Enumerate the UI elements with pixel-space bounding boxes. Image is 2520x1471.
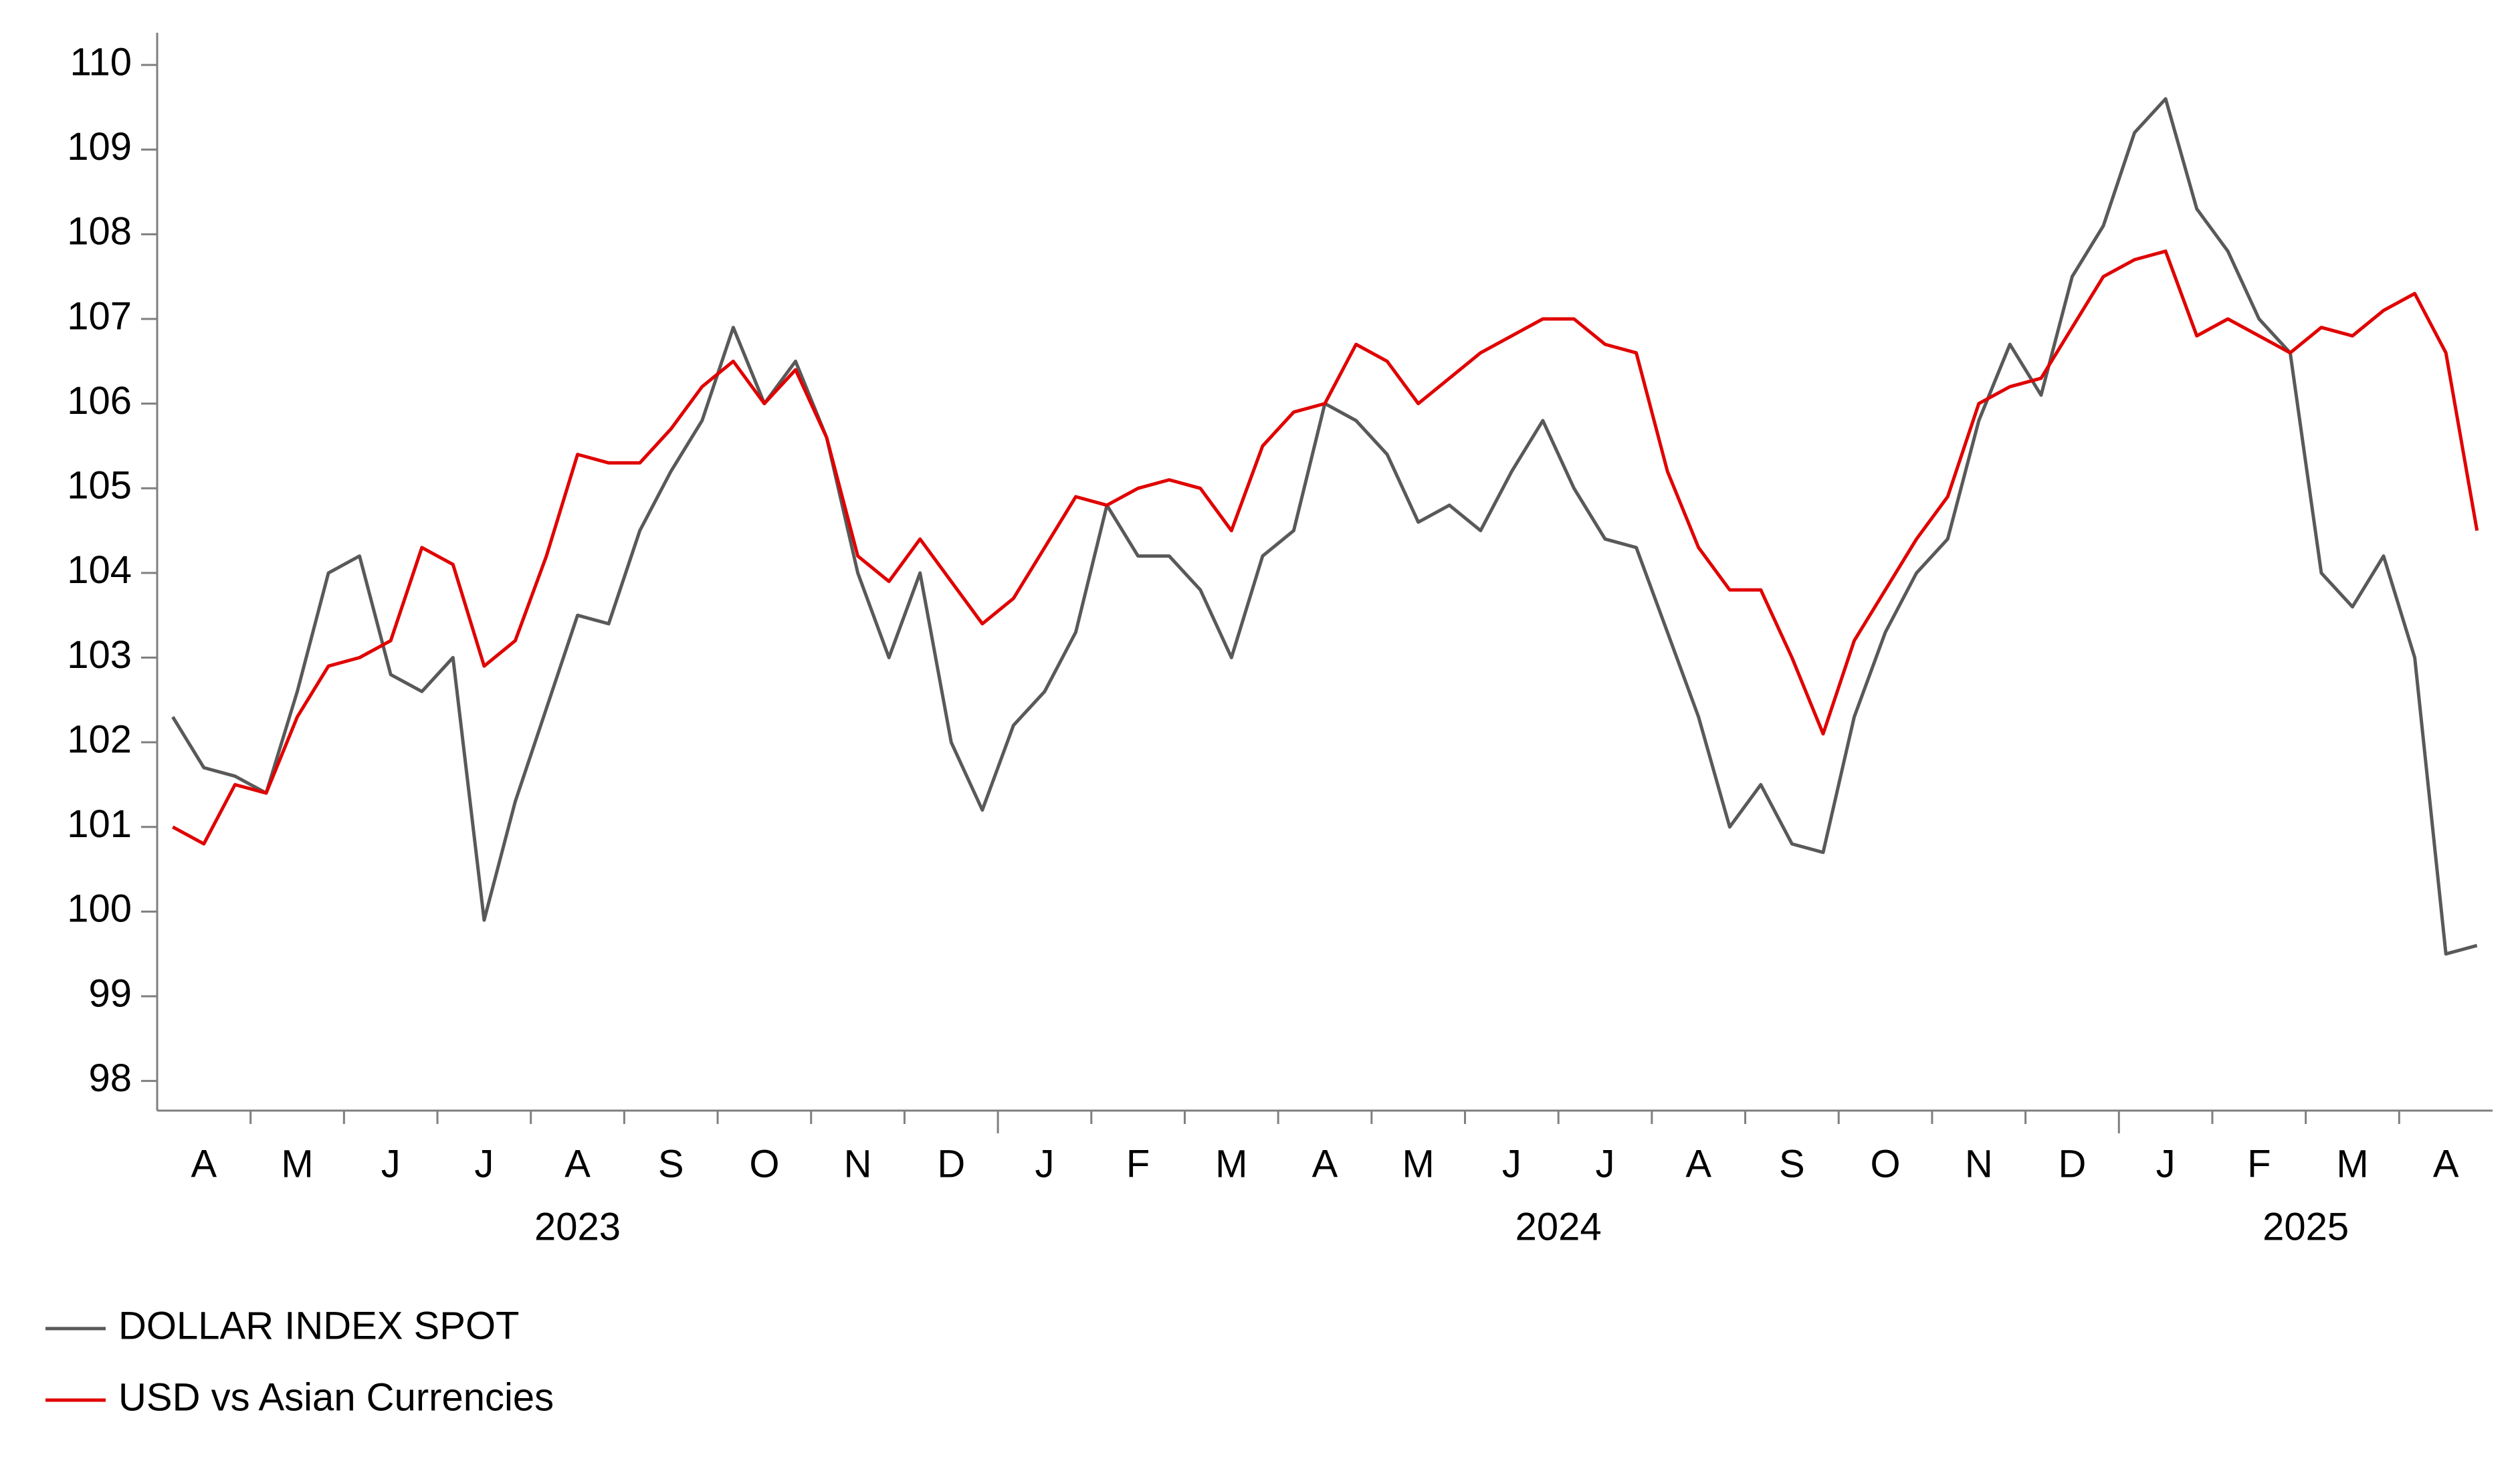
legend-label: USD vs Asian Currencies xyxy=(118,1375,554,1419)
x-tick-label: J xyxy=(2156,1142,2176,1185)
x-tick-label: A xyxy=(2433,1142,2459,1185)
y-tick-label: 106 xyxy=(67,379,132,423)
y-tick-label: 109 xyxy=(67,125,132,168)
year-label: 2023 xyxy=(534,1205,621,1248)
x-tick-label: J xyxy=(1035,1142,1054,1185)
y-tick-label: 103 xyxy=(67,633,132,677)
x-tick-label: M xyxy=(281,1142,313,1185)
y-tick-label: 105 xyxy=(67,464,132,507)
series-line xyxy=(172,249,2479,846)
x-tick-label: A xyxy=(1685,1142,1711,1185)
x-tick-label: O xyxy=(1871,1142,1901,1185)
year-label: 2025 xyxy=(2263,1205,2349,1248)
x-tick-label: M xyxy=(2336,1142,2368,1185)
x-tick-label: A xyxy=(1312,1142,1338,1185)
x-tick-label: J xyxy=(474,1142,494,1185)
y-tick-label: 98 xyxy=(88,1056,132,1100)
y-tick-label: 108 xyxy=(67,210,132,253)
legend-label: DOLLAR INDEX SPOT xyxy=(118,1304,519,1347)
x-tick-label: J xyxy=(1502,1142,1521,1185)
year-label: 2024 xyxy=(1515,1205,1602,1248)
x-tick-label: M xyxy=(1215,1142,1247,1185)
x-tick-label: J xyxy=(1596,1142,1615,1185)
y-tick-label: 102 xyxy=(67,717,132,761)
x-tick-label: A xyxy=(564,1142,591,1185)
y-tick-label: 101 xyxy=(67,802,132,846)
x-tick-label: N xyxy=(1965,1142,1993,1185)
x-tick-label: J xyxy=(381,1142,401,1185)
x-tick-label: D xyxy=(937,1142,965,1185)
x-tick-label: F xyxy=(1126,1142,1150,1185)
x-tick-label: A xyxy=(191,1142,217,1185)
x-tick-label: S xyxy=(658,1142,684,1185)
x-tick-label: D xyxy=(2058,1142,2086,1185)
y-tick-label: 107 xyxy=(67,294,132,338)
x-tick-label: S xyxy=(1779,1142,1805,1185)
y-tick-label: 100 xyxy=(67,887,132,931)
x-tick-label: F xyxy=(2247,1142,2271,1185)
y-tick-label: 104 xyxy=(67,548,132,592)
series-line xyxy=(171,97,2478,956)
y-tick-label: 110 xyxy=(70,40,132,84)
x-tick-label: N xyxy=(844,1142,872,1185)
x-tick-label: O xyxy=(749,1142,779,1185)
y-tick-label: 99 xyxy=(88,972,132,1015)
x-tick-label: M xyxy=(1402,1142,1435,1185)
